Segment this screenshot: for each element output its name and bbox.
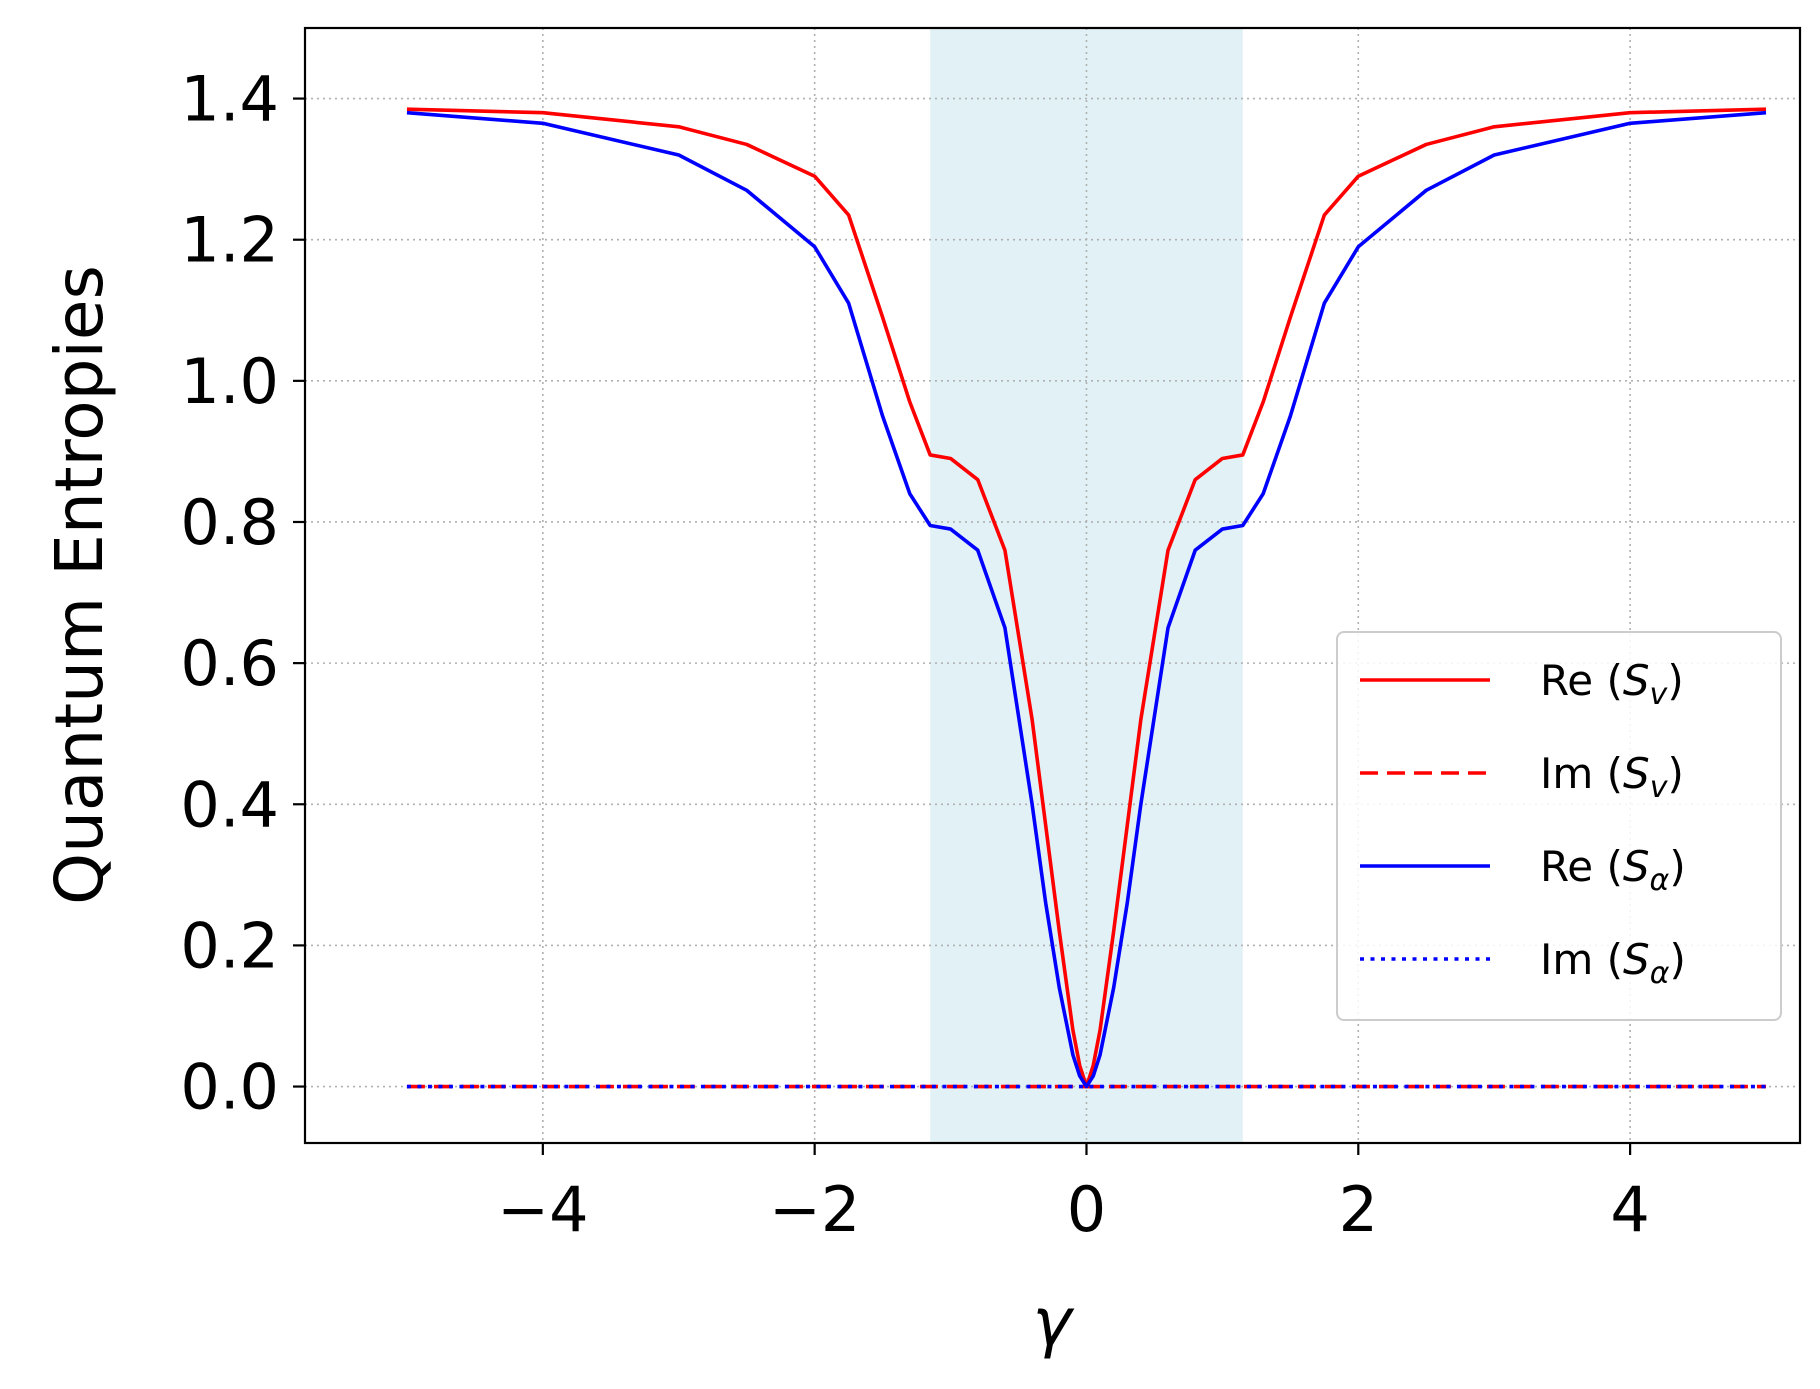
y-tick-label: 0.8 — [180, 486, 279, 559]
legend: Re (Sv) Im (Sv) Re (Sα) Im (Sα) — [1336, 631, 1782, 1021]
y-axis-label: Quantum Entropies — [41, 265, 118, 905]
x-tick-label: 2 — [1339, 1173, 1378, 1246]
y-tick-label: 0.6 — [180, 627, 279, 700]
shaded-region — [930, 28, 1243, 1143]
y-tick-label: 1.2 — [180, 204, 279, 277]
y-tick-label: 0.0 — [180, 1051, 279, 1124]
x-tick-label: −2 — [769, 1173, 860, 1246]
x-tick-label: 0 — [1067, 1173, 1106, 1246]
legend-label: Im (Sα) — [1540, 935, 1686, 991]
x-axis-label: γ — [1032, 1284, 1074, 1361]
legend-box — [1336, 631, 1782, 1021]
x-tick-label: −4 — [497, 1173, 588, 1246]
y-tick-label: 0.2 — [180, 909, 279, 982]
x-tick-label: 4 — [1610, 1173, 1649, 1246]
legend-label: Im (Sv) — [1540, 749, 1684, 805]
y-tick-label: 0.4 — [180, 768, 279, 841]
y-tick-label: 1.4 — [180, 63, 279, 136]
y-tick-label: 1.0 — [180, 345, 279, 418]
plot-frame — [303, 26, 1802, 1145]
legend-label: Re (Sα) — [1540, 842, 1686, 898]
legend-label: Re (Sv) — [1540, 656, 1684, 712]
series-line — [406, 110, 1767, 1089]
